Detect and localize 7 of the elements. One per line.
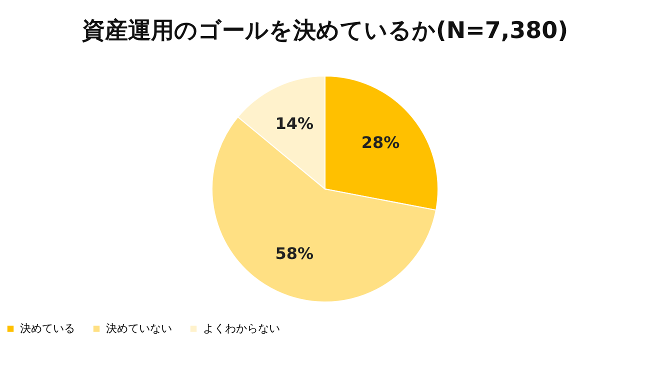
legend-label: 決めている (20, 322, 75, 335)
data-label: 14% (275, 114, 314, 133)
data-label: 28% (361, 133, 400, 152)
data-label: 58% (275, 244, 314, 264)
legend-label: よくわからない (203, 322, 280, 335)
legend-label: 決めていない (106, 322, 172, 335)
chart-title: 資産運用のゴールを決めているか(N=7,380) (80, 17, 568, 44)
